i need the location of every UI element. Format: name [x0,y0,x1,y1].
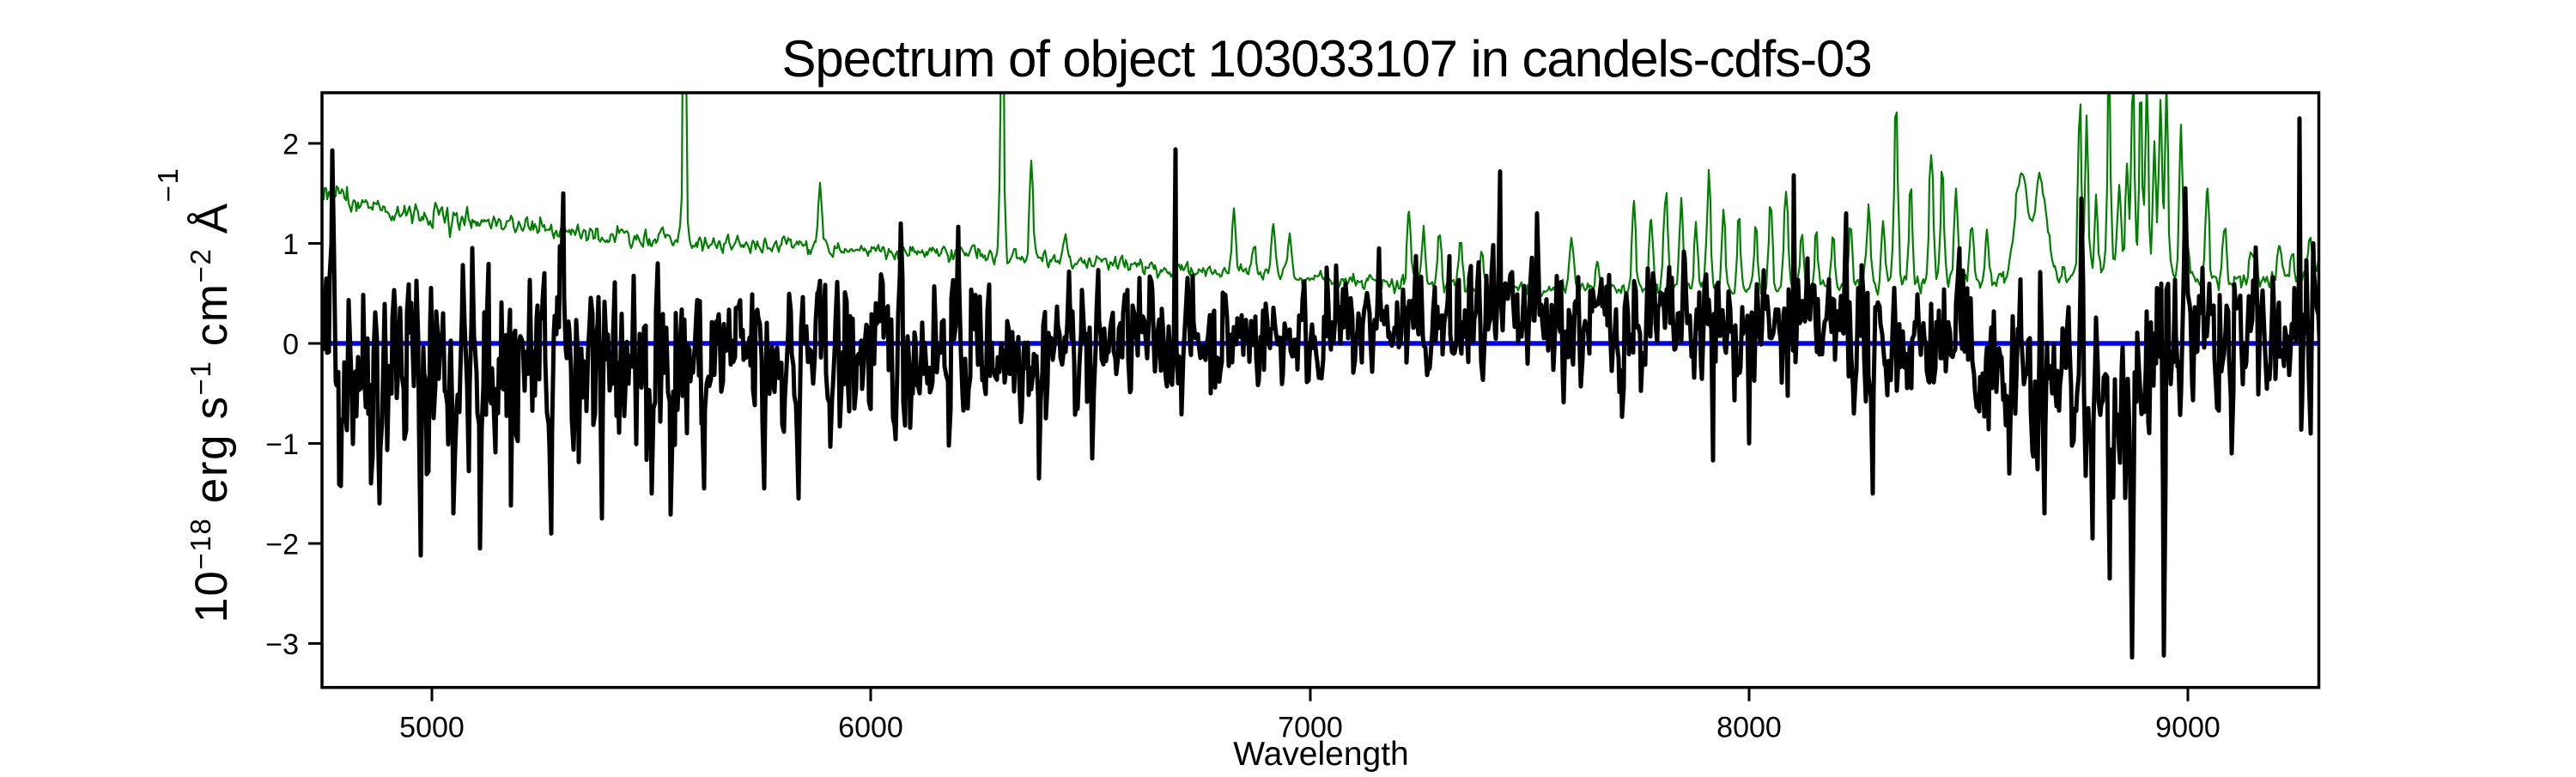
svg-text:8000: 8000 [1716,712,1782,744]
svg-text:0: 0 [283,328,299,361]
svg-text:1: 1 [283,228,299,261]
svg-text:Spectrum of object 103033107 i: Spectrum of object 103033107 in candels-… [781,30,1871,88]
svg-text:6000: 6000 [838,712,903,744]
svg-text:−1: −1 [265,428,299,461]
svg-text:−2: −2 [265,528,299,561]
svg-text:7000: 7000 [1278,712,1343,744]
svg-text:9000: 9000 [2155,712,2221,744]
svg-text:−3: −3 [265,628,299,661]
svg-text:2: 2 [283,128,299,161]
svg-text:Wavelength: Wavelength [1233,736,1409,773]
svg-text:5000: 5000 [399,712,465,744]
